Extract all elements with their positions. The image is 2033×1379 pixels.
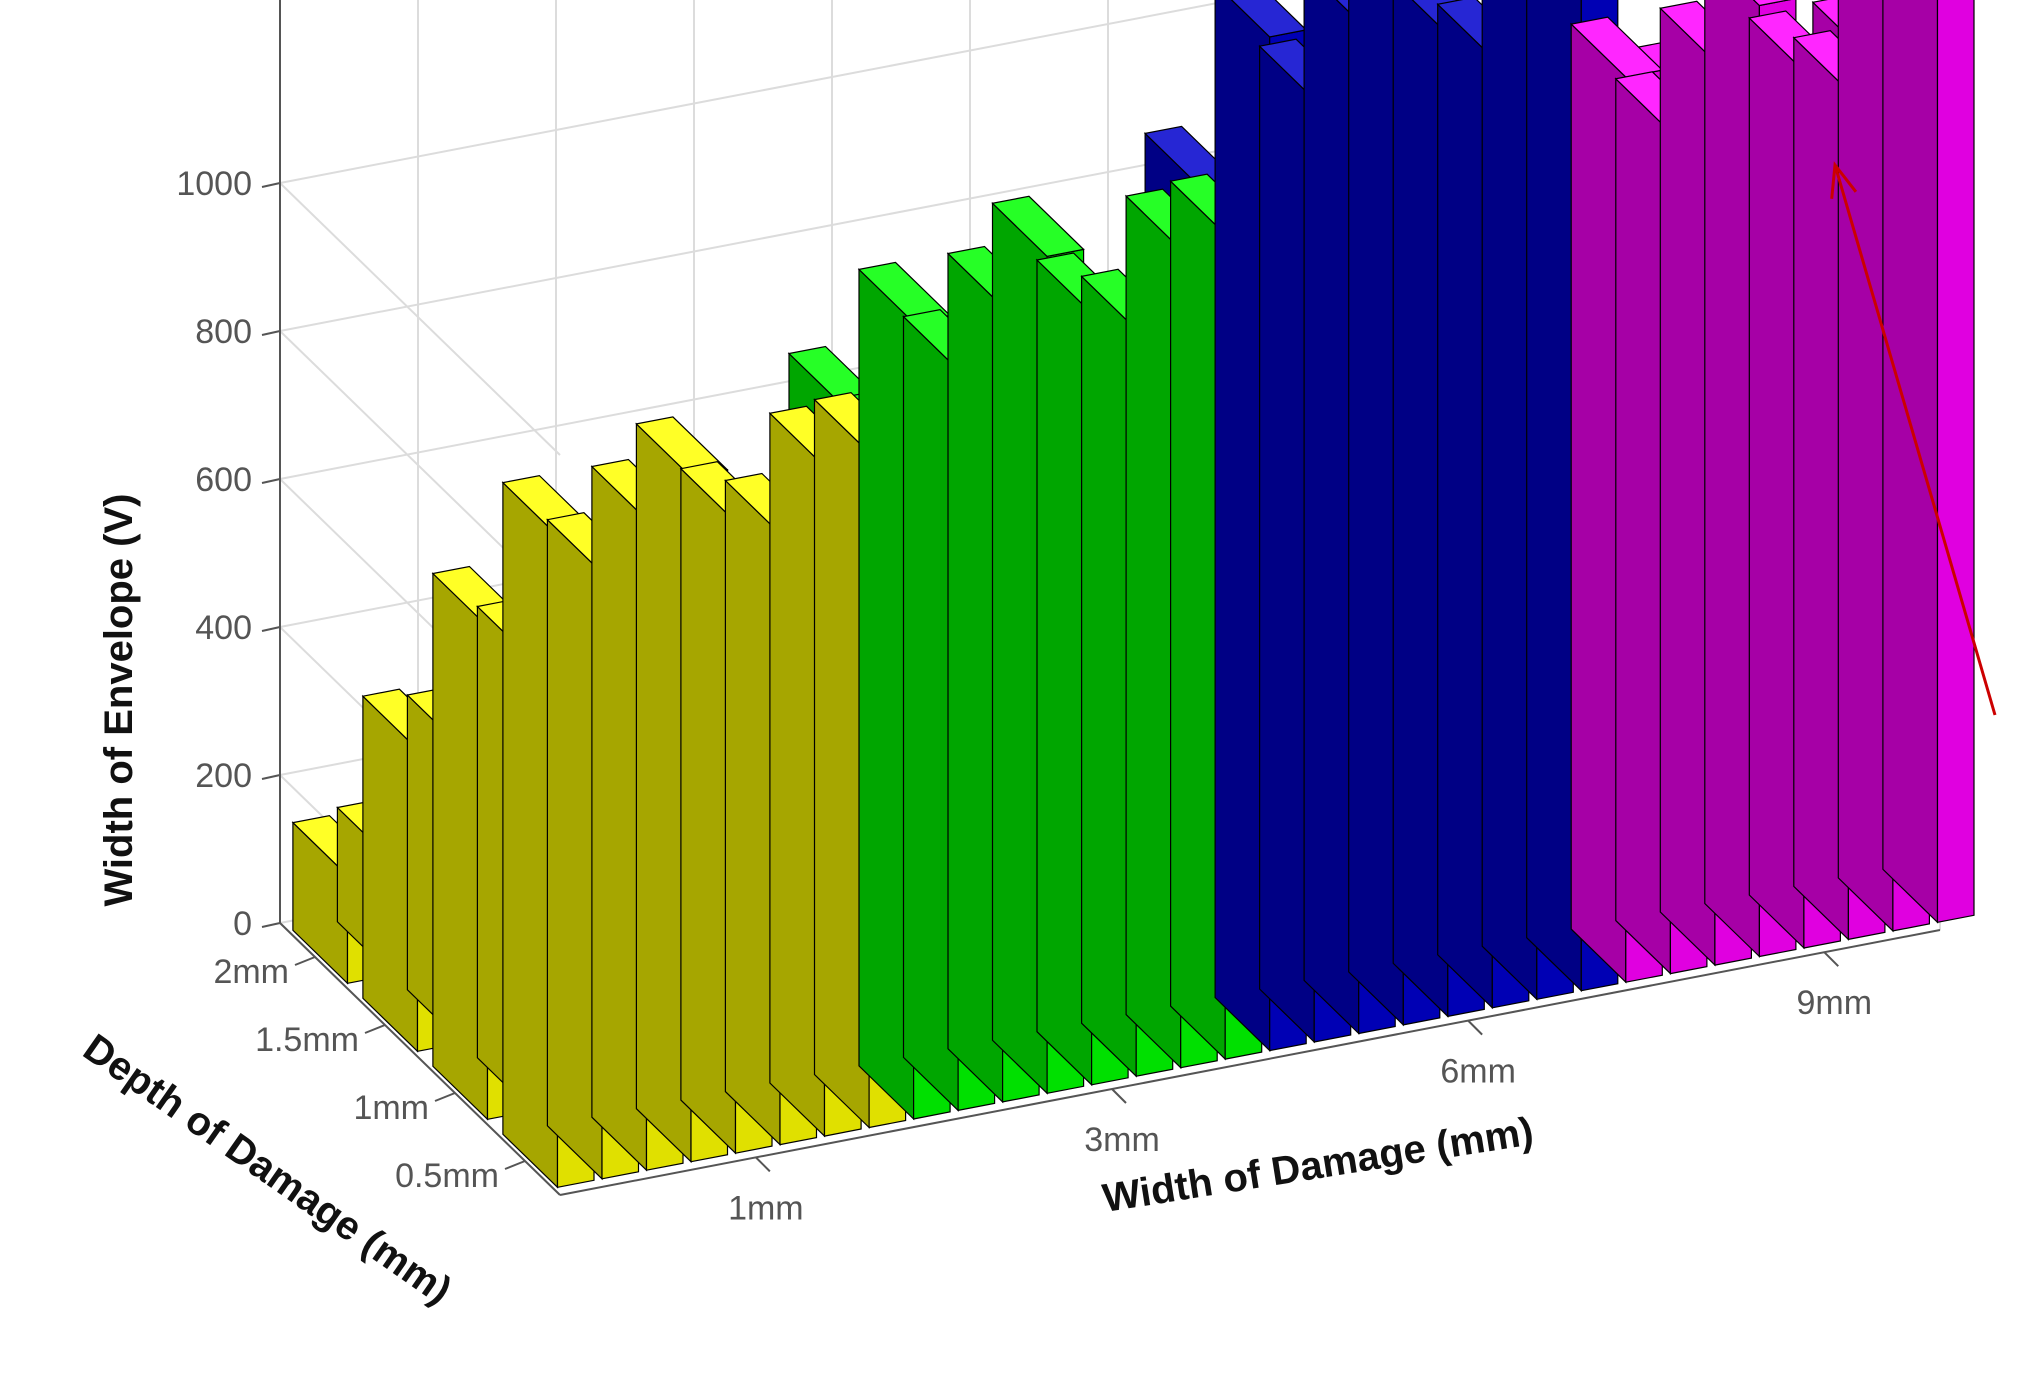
x-tick-mark (755, 1156, 771, 1173)
z-tick-label: 0 (233, 905, 252, 943)
y-axis-line (279, 922, 561, 1196)
z-tick-mark (261, 330, 281, 336)
y-tick-mark (434, 1092, 456, 1102)
x-tick-mark (1111, 1088, 1127, 1104)
z-tick-mark (261, 626, 281, 632)
x-axis-title: Width of Damage (mm) (1100, 1109, 1537, 1221)
z-tick-label: 800 (195, 313, 252, 351)
z-tick-label: 400 (195, 609, 252, 647)
x-axis-line (559, 929, 1941, 1196)
y-tick-label: 1.5mm (255, 1021, 359, 1059)
z-tick-label: 600 (195, 461, 252, 499)
trend-arrow (1830, 161, 1997, 716)
bars-layer (291, 0, 1975, 1189)
y-tick-label: 2mm (213, 953, 289, 991)
y-tick-mark (504, 1160, 526, 1170)
arrow-head (1830, 161, 1858, 199)
z-tick-mark (261, 182, 281, 188)
x-tick-mark (1467, 1019, 1483, 1036)
x-tick-label: 9mm (1796, 984, 1872, 1022)
x-tick-label: 1mm (728, 1189, 804, 1227)
axis-layer (261, 0, 1941, 1196)
z-tick-label: 200 (195, 757, 252, 795)
side-wall-gridline (279, 182, 561, 456)
y-tick-label: 0.5mm (395, 1157, 499, 1195)
y-tick-mark (294, 956, 316, 966)
z-tick-mark (261, 774, 281, 780)
bar (1882, 0, 1975, 924)
z-tick-label: 1000 (176, 165, 252, 203)
z-axis-title: Width of Envelope (V) (97, 494, 141, 907)
x-tick-mark (1823, 951, 1839, 967)
y-tick-label: 1mm (353, 1089, 429, 1127)
z-tick-mark (261, 478, 281, 484)
x-tick-label: 3mm (1084, 1121, 1160, 1159)
y-tick-mark (364, 1024, 386, 1034)
x-tick-label: 6mm (1440, 1053, 1516, 1091)
z-tick-mark (261, 922, 281, 928)
arrow-shaft (1833, 164, 1997, 716)
